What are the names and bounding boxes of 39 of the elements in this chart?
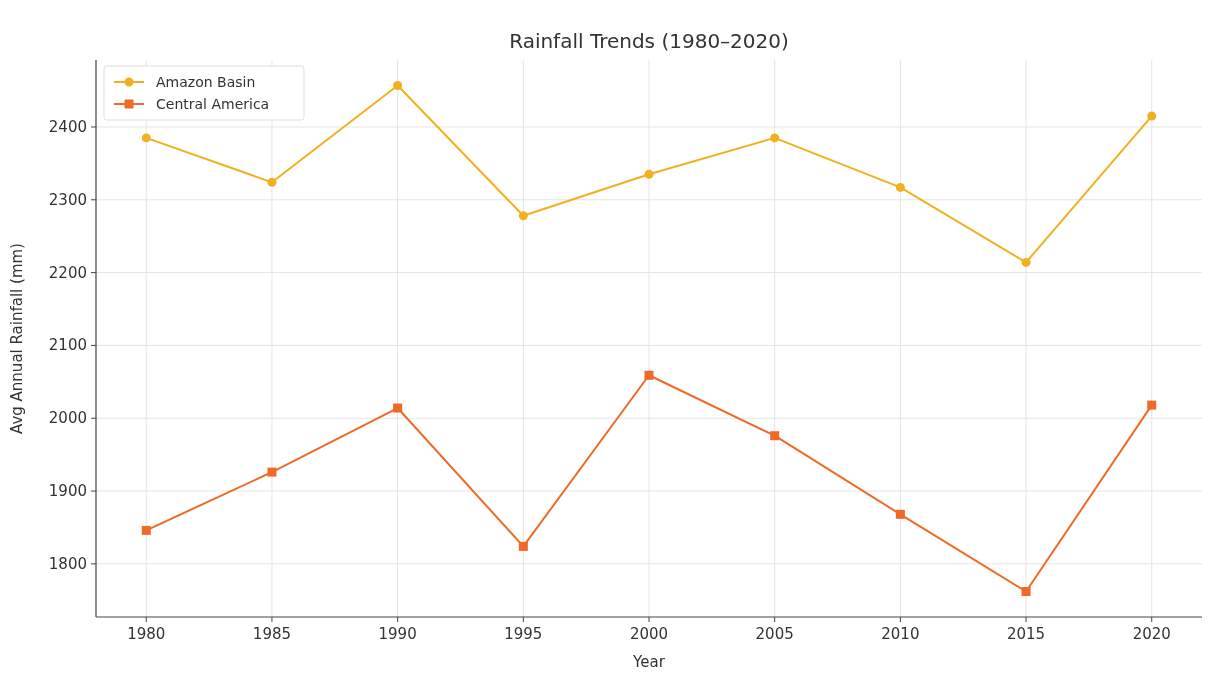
point: [1147, 400, 1157, 410]
point: [895, 182, 905, 192]
point: [267, 467, 277, 477]
x-tick-label: 2020: [1132, 625, 1171, 643]
point: [895, 509, 905, 519]
x-axis-title: Year: [632, 653, 666, 671]
y-tick-label: 2400: [48, 117, 87, 136]
point: [770, 431, 780, 441]
point: [1147, 111, 1157, 121]
x-tick-label: 1990: [378, 625, 417, 643]
point: [141, 525, 151, 535]
legend-label: Central America: [156, 96, 270, 112]
y-tick-label: 1900: [48, 482, 87, 501]
y-tick-label: 1800: [48, 554, 87, 573]
point: [770, 133, 780, 143]
y-tick-label: 2000: [48, 409, 87, 428]
point: [518, 541, 528, 551]
x-tick-label: 2000: [629, 625, 669, 643]
y-tick-label: 2300: [48, 190, 87, 209]
point: [393, 403, 403, 413]
point: [518, 211, 528, 221]
x-tick-label: 1995: [504, 625, 543, 643]
y-tick-label: 2100: [48, 336, 87, 355]
x-tick-label: 2005: [755, 625, 794, 643]
point: [393, 80, 403, 90]
legend-label: Amazon Basin: [156, 74, 256, 90]
point: [141, 133, 151, 143]
point: [267, 177, 277, 187]
point: [1021, 257, 1031, 267]
x-tick-label: 2010: [881, 625, 920, 643]
chart-title: Rainfall Trends (1980–2020): [509, 29, 789, 53]
x-tick-label: 2015: [1006, 625, 1046, 643]
point: [644, 169, 654, 179]
point: [1021, 587, 1031, 597]
x-tick-label: 1980: [127, 625, 166, 643]
x-tick-label: 1985: [252, 625, 292, 643]
point: [644, 370, 654, 380]
y-axis-title: Avg Annual Rainfall (mm): [8, 243, 26, 434]
y-tick-label: 2200: [48, 263, 87, 282]
